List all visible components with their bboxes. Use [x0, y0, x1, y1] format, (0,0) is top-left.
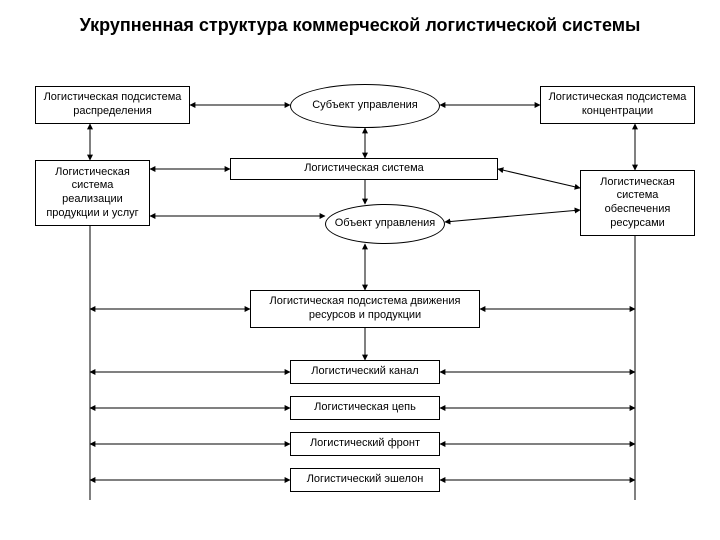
node-object-management: Объект управления — [325, 204, 445, 244]
node-label: Логистическая подсистема концентрации — [547, 91, 688, 119]
node-label: Логистический эшелон — [307, 473, 424, 487]
node-logistics-channel: Логистический канал — [290, 360, 440, 384]
node-label: Логистическая система — [304, 162, 424, 176]
connector-layer — [0, 0, 720, 540]
node-label: Логистическая цепь — [314, 401, 416, 415]
node-label: Логистический канал — [311, 365, 418, 379]
node-logistics-echelon: Логистический эшелон — [290, 468, 440, 492]
node-label: Субъект управления — [312, 99, 418, 113]
node-resource-system: Логистическая система обеспечения ресурс… — [580, 170, 695, 236]
node-logistics-front: Логистический фронт — [290, 432, 440, 456]
node-label: Объект управления — [335, 217, 436, 231]
node-concentration-subsystem: Логистическая подсистема концентрации — [540, 86, 695, 124]
node-label: Логистическая система реализации продукц… — [42, 166, 143, 221]
node-logistics-chain: Логистическая цепь — [290, 396, 440, 420]
node-movement-subsystem: Логистическая подсистема движения ресурс… — [250, 290, 480, 328]
node-label: Логистическая система обеспечения ресурс… — [587, 176, 688, 231]
node-subject-management: Субъект управления — [290, 84, 440, 128]
node-realization-system: Логистическая система реализации продукц… — [35, 160, 150, 226]
node-label: Логистический фронт — [310, 437, 420, 451]
node-label: Логистическая подсистема движения ресурс… — [257, 295, 473, 323]
node-label: Логистическая подсистема распределения — [42, 91, 183, 119]
node-distribution-subsystem: Логистическая подсистема распределения — [35, 86, 190, 124]
node-logistics-system: Логистическая система — [230, 158, 498, 180]
diagram-title: Укрупненная структура коммерческой логис… — [0, 0, 720, 47]
